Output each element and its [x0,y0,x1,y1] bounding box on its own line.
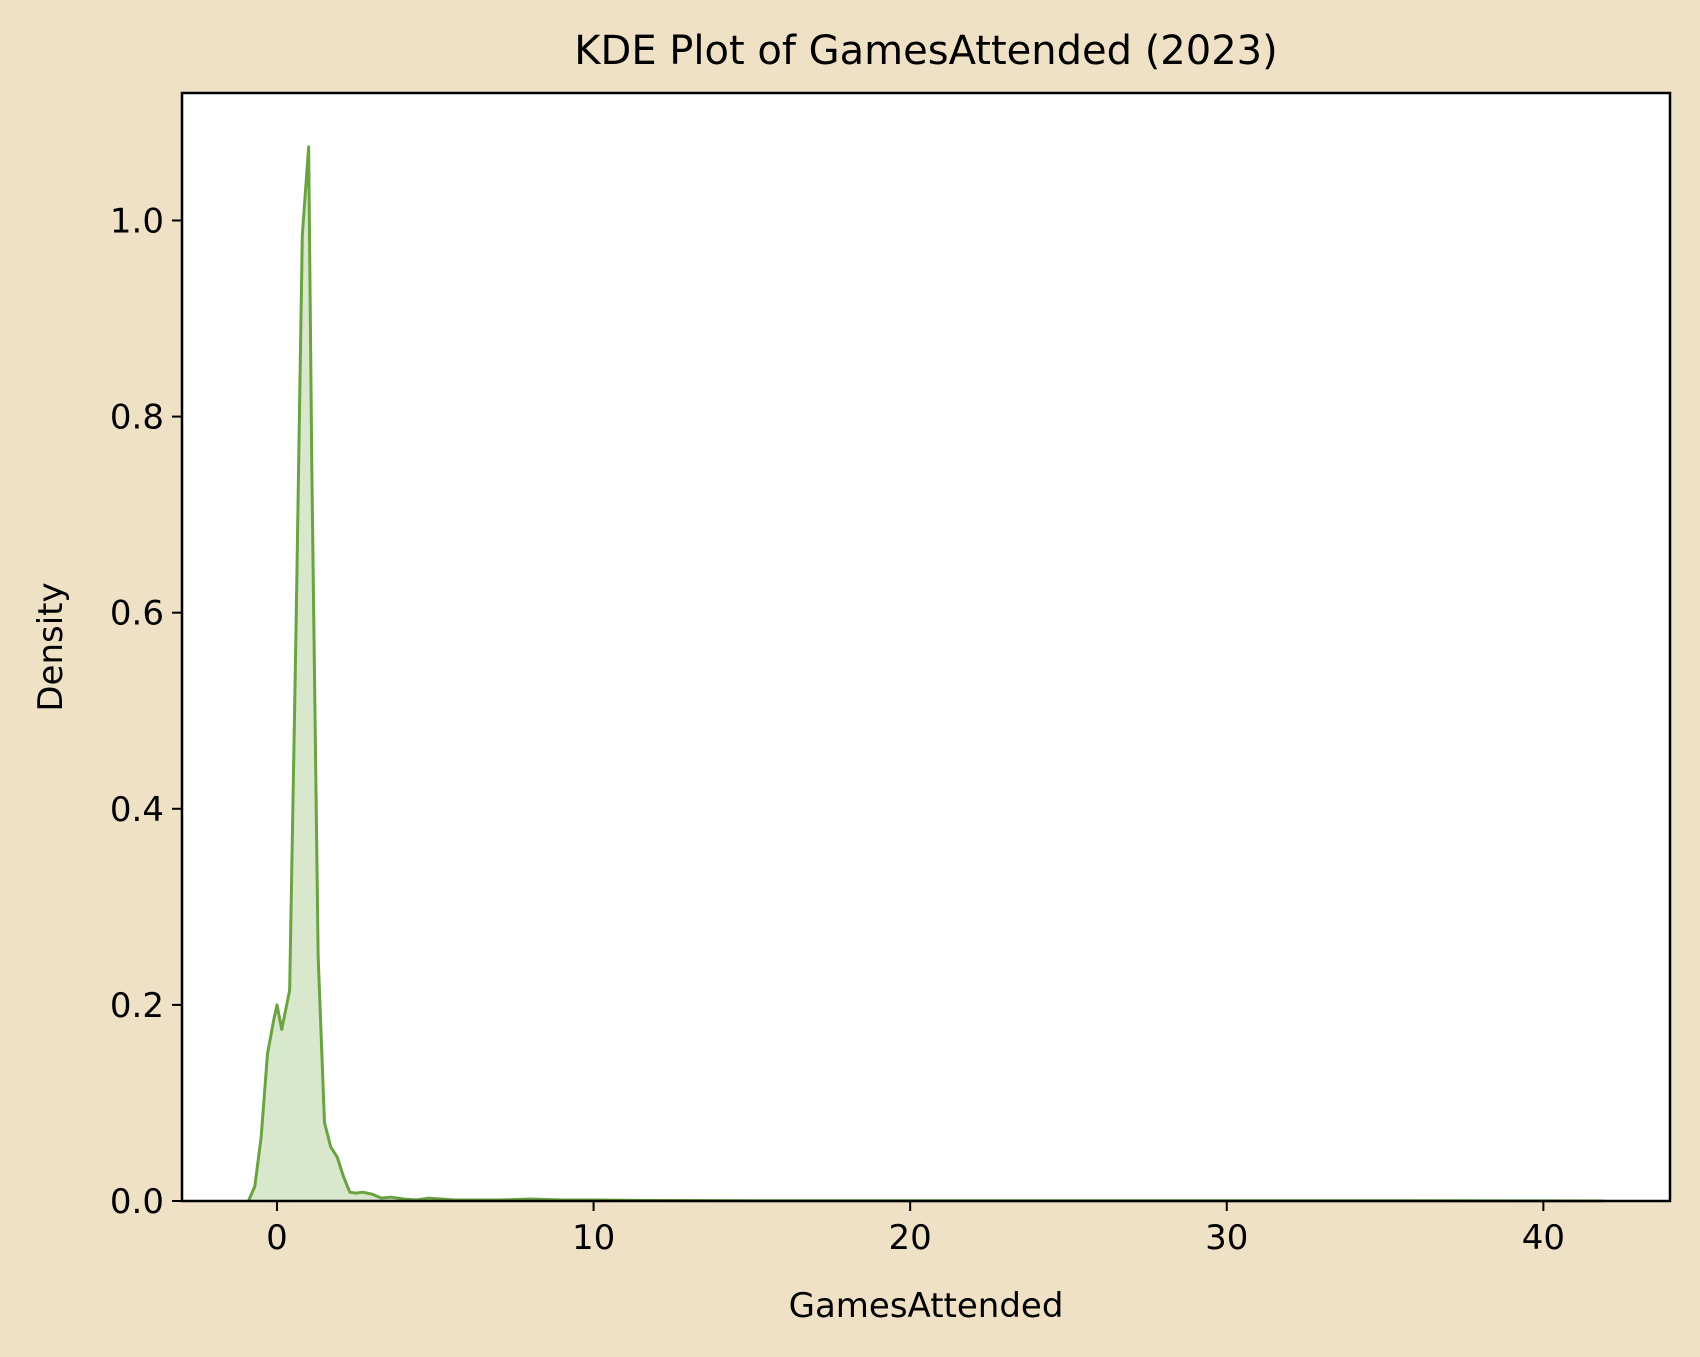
plot-frame [180,91,1672,1203]
y-axis-ticks: 0.0 0.2 0.4 0.6 0.8 1.0 [110,201,182,1222]
y-tick-label: 0.8 [110,398,164,438]
x-tick-label: 30 [1205,1218,1248,1258]
y-tick-label: 0.4 [110,790,164,830]
chart-title: KDE Plot of GamesAttended (2023) [574,28,1277,74]
y-tick-label: 0.6 [110,594,164,634]
x-axis-label: GamesAttended [789,1286,1064,1326]
y-axis-label: Density [31,582,71,711]
x-tick-label: 40 [1522,1218,1565,1258]
y-tick-label: 0.0 [110,1182,164,1222]
x-axis-ticks: 0 10 20 30 40 [266,1201,1565,1258]
y-tick-label: 0.2 [110,986,164,1026]
y-tick-label: 1.0 [110,201,164,241]
x-tick-label: 0 [266,1218,288,1258]
x-tick-label: 10 [572,1218,615,1258]
x-tick-label: 20 [889,1218,932,1258]
plot-area [182,93,1670,1201]
